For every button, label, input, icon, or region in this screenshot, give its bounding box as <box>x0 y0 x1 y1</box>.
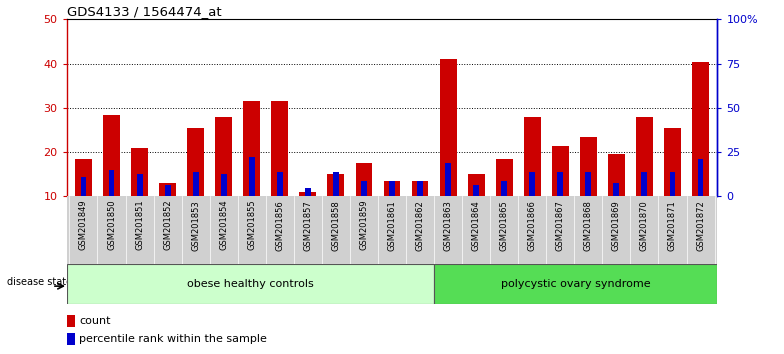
Bar <box>193 172 198 196</box>
Text: GSM201866: GSM201866 <box>528 200 537 251</box>
Text: count: count <box>79 316 111 326</box>
Text: GSM201854: GSM201854 <box>220 200 228 251</box>
Text: GSM201862: GSM201862 <box>416 200 425 251</box>
Text: GSM201856: GSM201856 <box>275 200 285 251</box>
Bar <box>159 183 176 196</box>
Bar <box>445 163 451 196</box>
Bar <box>81 177 86 196</box>
Bar <box>216 117 232 196</box>
Bar <box>187 128 204 196</box>
Text: GDS4133 / 1564474_at: GDS4133 / 1564474_at <box>67 5 221 18</box>
Text: GSM201852: GSM201852 <box>163 200 172 251</box>
Text: GSM201857: GSM201857 <box>303 200 312 251</box>
Text: GSM201865: GSM201865 <box>499 200 509 251</box>
Bar <box>67 315 74 327</box>
Bar <box>131 148 148 196</box>
Bar <box>75 159 92 196</box>
Bar <box>299 192 316 196</box>
Text: GSM201850: GSM201850 <box>107 200 116 251</box>
Text: GSM201864: GSM201864 <box>472 200 481 251</box>
Text: GSM201851: GSM201851 <box>135 200 144 251</box>
Bar <box>417 181 423 196</box>
Text: GSM201849: GSM201849 <box>79 200 88 251</box>
Bar <box>613 183 619 196</box>
Bar <box>271 101 289 196</box>
Bar <box>136 175 143 196</box>
Bar <box>412 181 429 196</box>
Bar <box>474 185 479 196</box>
Text: GSM201867: GSM201867 <box>556 200 564 251</box>
Bar <box>108 170 114 196</box>
Bar <box>221 175 227 196</box>
Bar <box>355 163 372 196</box>
Text: GSM201861: GSM201861 <box>387 200 397 251</box>
Text: GSM201863: GSM201863 <box>444 200 452 251</box>
Bar <box>692 62 709 196</box>
Bar <box>305 188 310 196</box>
Text: GSM201870: GSM201870 <box>640 200 649 251</box>
Text: GSM201858: GSM201858 <box>332 200 340 251</box>
Text: GSM201871: GSM201871 <box>668 200 677 251</box>
Text: obese healthy controls: obese healthy controls <box>187 279 314 289</box>
Bar <box>557 172 563 196</box>
Bar <box>361 181 367 196</box>
Bar <box>440 59 456 196</box>
Bar <box>67 264 434 304</box>
Text: polycystic ovary syndrome: polycystic ovary syndrome <box>501 279 651 289</box>
Bar <box>389 181 395 196</box>
Text: GSM201859: GSM201859 <box>359 200 368 251</box>
Bar <box>608 154 625 196</box>
Text: GSM201855: GSM201855 <box>247 200 256 251</box>
Bar <box>529 172 535 196</box>
Bar <box>165 185 171 196</box>
Bar <box>249 156 255 196</box>
Bar <box>586 172 591 196</box>
Bar <box>468 175 485 196</box>
Bar <box>552 145 568 196</box>
Bar <box>277 172 283 196</box>
Bar <box>698 159 703 196</box>
Text: disease state: disease state <box>6 277 72 287</box>
Bar <box>67 333 74 345</box>
Bar <box>333 172 339 196</box>
Bar <box>636 117 653 196</box>
Bar <box>434 264 717 304</box>
Bar <box>501 181 507 196</box>
Bar <box>580 137 597 196</box>
Text: GSM201869: GSM201869 <box>612 200 621 251</box>
Text: GSM201868: GSM201868 <box>584 200 593 251</box>
Bar <box>103 115 120 196</box>
Bar <box>328 175 344 196</box>
Bar <box>664 128 681 196</box>
Bar <box>243 101 260 196</box>
Bar <box>670 172 676 196</box>
Bar <box>524 117 541 196</box>
Text: GSM201872: GSM201872 <box>696 200 705 251</box>
Bar <box>495 159 513 196</box>
Text: GSM201853: GSM201853 <box>191 200 200 251</box>
Bar <box>641 172 648 196</box>
Bar <box>383 181 401 196</box>
Text: percentile rank within the sample: percentile rank within the sample <box>79 334 267 344</box>
